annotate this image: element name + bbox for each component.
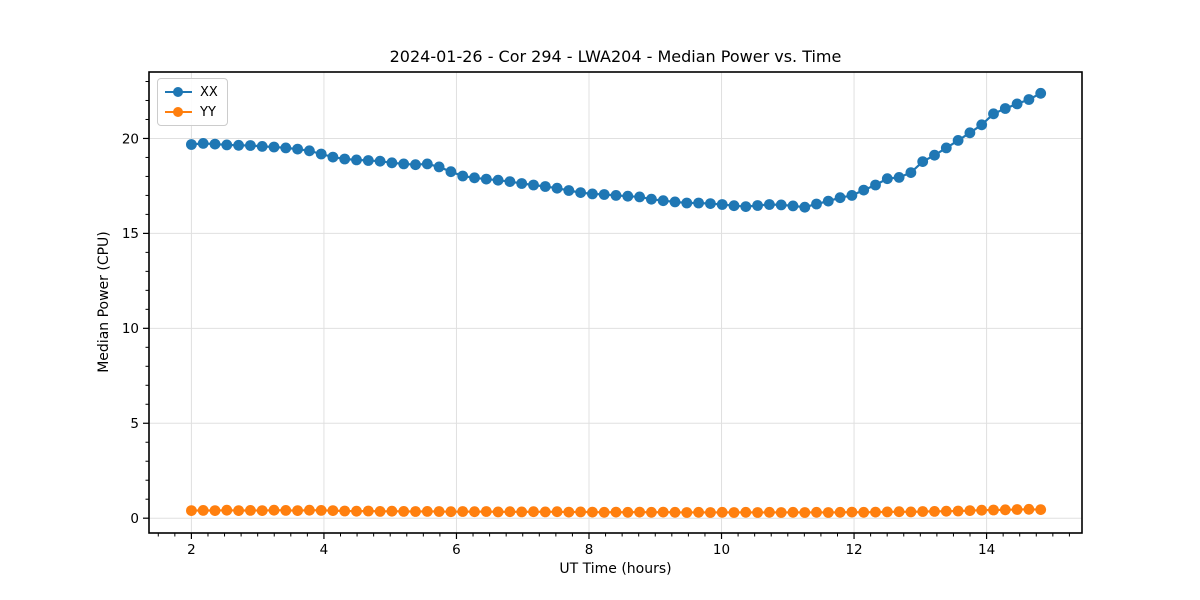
svg-text:5: 5 (130, 416, 139, 432)
svg-text:15: 15 (122, 226, 139, 242)
svg-text:2: 2 (187, 542, 196, 558)
svg-text:4: 4 (320, 542, 329, 558)
svg-text:8: 8 (585, 542, 594, 558)
svg-text:20: 20 (122, 131, 139, 147)
svg-text:6: 6 (452, 542, 461, 558)
svg-text:0: 0 (130, 511, 139, 527)
legend: XX YY (157, 78, 228, 126)
svg-text:10: 10 (713, 542, 730, 558)
svg-text:12: 12 (845, 542, 862, 558)
yy-series-marker-icon (165, 106, 192, 118)
xx-series-marker-icon (165, 86, 192, 98)
x-axis-label: UT Time (hours) (559, 561, 672, 577)
legend-item-yy: YY (165, 103, 218, 121)
svg-text:10: 10 (122, 321, 139, 337)
svg-text:14: 14 (978, 542, 995, 558)
legend-label-xx: XX (200, 84, 218, 100)
y-axis-label: Median Power (CPU) (96, 231, 112, 373)
legend-item-xx: XX (165, 83, 218, 101)
legend-label-yy: YY (200, 104, 216, 120)
chart-title: 2024-01-26 - Cor 294 - LWA204 - Median P… (389, 47, 842, 66)
